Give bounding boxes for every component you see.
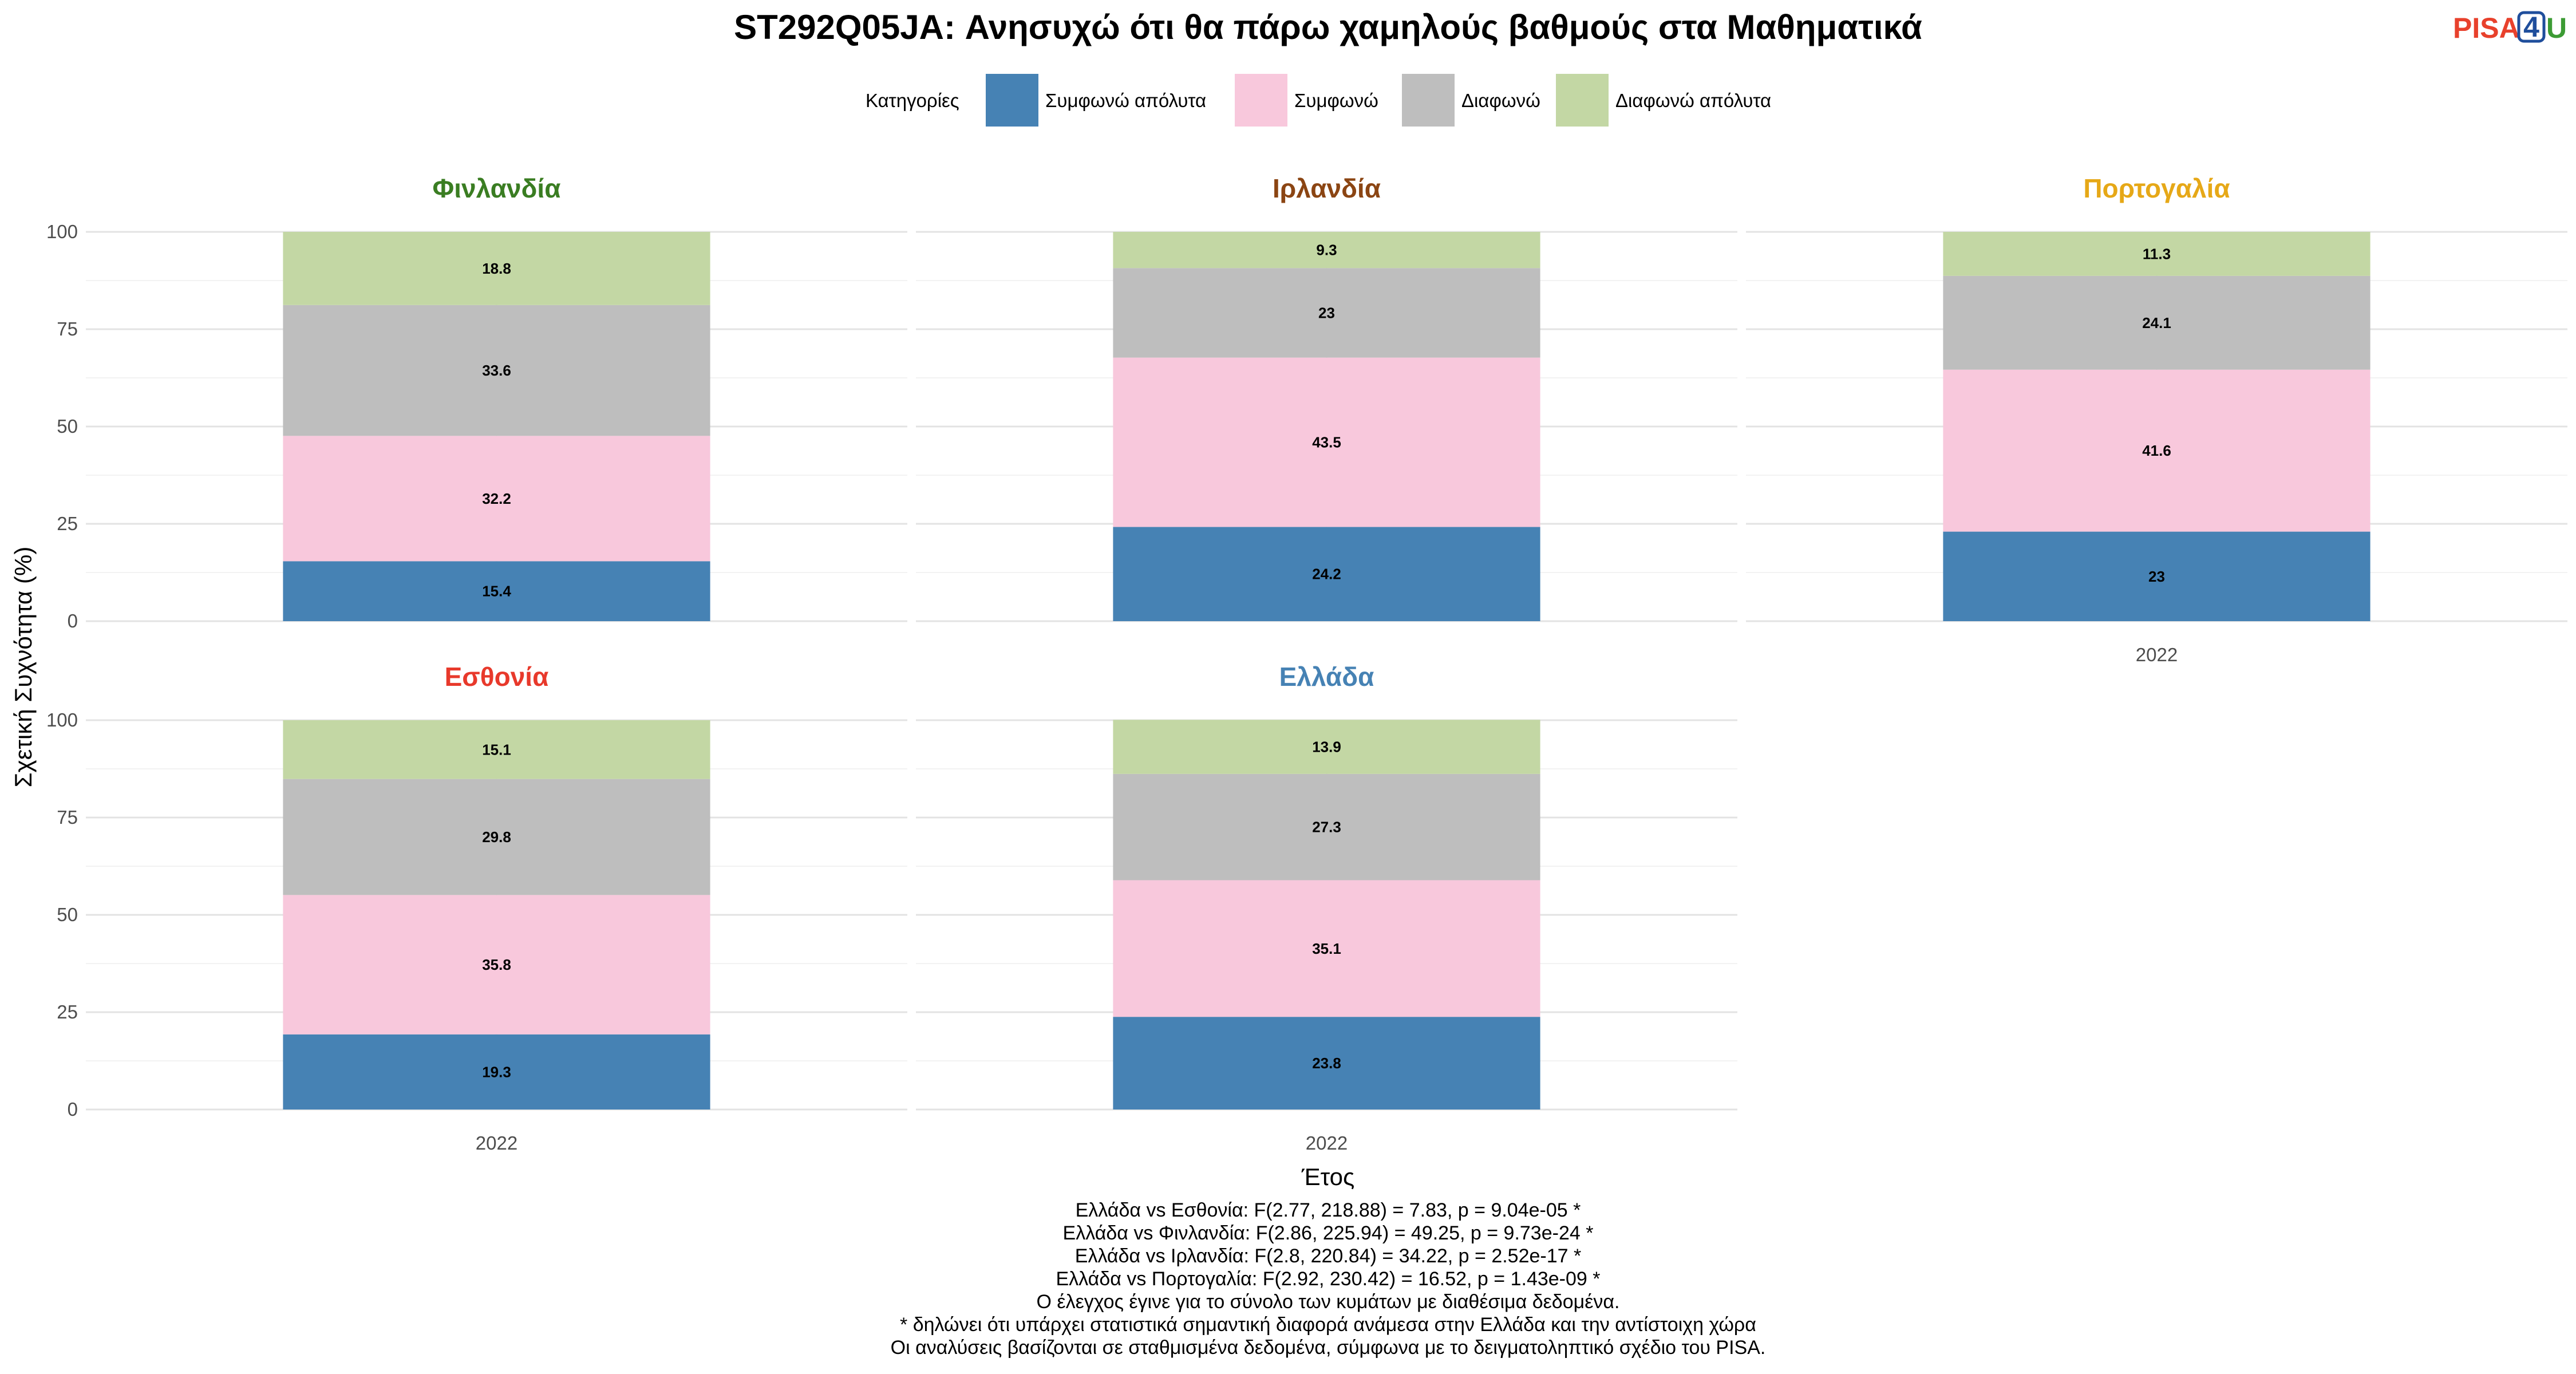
footnote-line: * δηλώνει ότι υπάρχει στατιστικά σημαντι… — [900, 1314, 1756, 1336]
footnotes: Ελλάδα vs Εσθονία: F(2.77, 218.88) = 7.8… — [891, 1199, 1766, 1359]
y-tick-label: 25 — [57, 513, 78, 534]
footnote-line: Ο έλεγχος έγινε για το σύνολο των κυμάτω… — [1037, 1291, 1620, 1313]
legend-title: Κατηγορίες — [866, 90, 959, 111]
legend-swatch-1 — [1235, 74, 1287, 127]
data-label: 9.3 — [1316, 242, 1337, 259]
y-tick-label: 50 — [57, 904, 78, 925]
bar-segment-3 — [283, 232, 710, 305]
data-label: 35.8 — [482, 956, 511, 973]
bar-segment-2 — [1943, 275, 2370, 370]
legend-swatch-0 — [986, 74, 1038, 127]
data-label: 24.2 — [1312, 566, 1341, 583]
legend-label-1: Συμφωνώ — [1294, 90, 1378, 111]
legend: Κατηγορίες Συμφωνώ απόλυτα Συμφωνώ Διαφωνώ Δ… — [866, 74, 1771, 127]
legend-swatch-2 — [1402, 74, 1455, 127]
y-tick-label: 50 — [57, 416, 78, 437]
panel-title: Ελλάδα — [1279, 662, 1374, 692]
logo-text-4: 4 — [2523, 11, 2539, 43]
x-tick-label: 2022 — [1306, 1132, 1348, 1154]
panel-1: 0 25 50 75 100 Φινλανδία 15.4 32.2 33.6 18.8 — [46, 173, 907, 631]
panel-2: Ιρλανδία 24.2 43.5 23 9.3 — [916, 173, 1737, 622]
bar-segment-1 — [1943, 369, 2370, 532]
panel-title: Εσθονία — [445, 662, 549, 692]
footnote-line: Ελλάδα vs Φινλανδία: F(2.86, 225.94) = 4… — [1063, 1222, 1594, 1244]
bar-segment-3 — [1113, 232, 1540, 269]
legend-label-2: Διαφωνώ — [1461, 90, 1540, 111]
data-label: 19.3 — [482, 1063, 511, 1080]
data-label: 11.3 — [2143, 245, 2171, 262]
data-label: 23 — [2148, 568, 2165, 585]
y-tick-label: 100 — [46, 221, 78, 242]
chart-panels: 0 25 50 75 100 Φινλανδία 15.4 32.2 33.6 18.8 Ιρλαν… — [46, 173, 2567, 1154]
y-tick-label: 0 — [68, 1099, 78, 1120]
bar-segment-1 — [1113, 880, 1540, 1017]
bar-segment-3 — [283, 720, 710, 779]
data-label: 33.6 — [482, 362, 511, 379]
legend-label-3: Διαφωνώ απόλυτα — [1615, 90, 1771, 111]
data-label: 23 — [1318, 304, 1335, 321]
bar-segment-1 — [1113, 357, 1540, 527]
svg-text:U: U — [2546, 12, 2567, 44]
legend-swatch-3 — [1556, 74, 1609, 127]
bar-segment-1 — [283, 436, 710, 562]
x-tick-label: 2022 — [2136, 644, 2178, 665]
logo-box — [2517, 11, 2546, 43]
bar-segment-2 — [283, 779, 710, 895]
panel-title: Πορτογαλία — [2083, 173, 2230, 203]
data-label: 29.8 — [482, 828, 511, 846]
y-axis-title: Σχετική Συχνότητα (%) — [10, 547, 37, 788]
logo-text-pisa: PISA — [2453, 12, 2520, 44]
bar-segment-0 — [1113, 527, 1540, 621]
data-label: 15.1 — [482, 741, 511, 758]
panel-4: 0 25 50 75 100 Εσθονία 19.3 35.8 29.8 15.1 2022 — [46, 662, 907, 1154]
panel-title: Φινλανδία — [433, 173, 561, 203]
chart-title: ST292Q05JA: Ανησυχώ ότι θα πάρω χαμηλούς… — [734, 8, 1922, 46]
pisa4u-logo: PISA 4 U — [2453, 11, 2567, 44]
y-tick-label: 75 — [57, 318, 78, 339]
bar-segment-2 — [283, 305, 710, 436]
y-tick-label: 75 — [57, 807, 78, 828]
x-tick-label: 2022 — [476, 1132, 517, 1154]
data-label: 15.4 — [482, 583, 511, 600]
panel-title: Ιρλανδία — [1273, 173, 1381, 203]
bar-segment-2 — [1113, 773, 1540, 881]
bar-segment-0 — [283, 561, 710, 621]
y-tick-label: 100 — [46, 709, 78, 731]
panel-3: Πορτογαλία 23 41.6 24.1 11.3 2022 — [1746, 173, 2567, 665]
data-label: 32.2 — [482, 490, 511, 507]
data-label: 35.1 — [1312, 940, 1341, 957]
data-label: 27.3 — [1312, 819, 1341, 836]
data-label: 43.5 — [1312, 434, 1341, 451]
y-tick-label: 0 — [68, 610, 78, 631]
data-label: 18.8 — [482, 260, 511, 277]
bar-segment-1 — [283, 895, 710, 1035]
footnote-line: Οι αναλύσεις βασίζονται σε σταθμισμένα δ… — [891, 1337, 1766, 1359]
footnote-line: Ελλάδα vs Ιρλανδία: F(2.8, 220.84) = 34.… — [1075, 1245, 1581, 1267]
bar-segment-2 — [1113, 268, 1540, 358]
data-label: 13.9 — [1312, 739, 1341, 756]
footnote-line: Ελλάδα vs Εσθονία: F(2.77, 218.88) = 7.8… — [1076, 1199, 1581, 1221]
data-label: 23.8 — [1312, 1055, 1341, 1072]
x-axis-title: Έτος — [1301, 1163, 1355, 1190]
bar-segment-3 — [1943, 232, 2370, 276]
bar-segment-0 — [1943, 531, 2370, 621]
bar-segment-0 — [283, 1034, 710, 1110]
svg-text:PISA: PISA — [2453, 12, 2520, 44]
y-tick-label: 25 — [57, 1001, 78, 1022]
bar-segment-0 — [1113, 1017, 1540, 1110]
data-label: 24.1 — [2142, 314, 2171, 331]
bar-segment-3 — [1113, 720, 1540, 774]
footnote-line: Ελλάδα vs Πορτογαλία: F(2.92, 230.42) = … — [1056, 1268, 1601, 1290]
svg-text:4: 4 — [2523, 11, 2539, 43]
legend-label-0: Συμφωνώ απόλυτα — [1045, 90, 1206, 111]
panel-5: Ελλάδα 23.8 35.1 27.3 13.9 2022 — [916, 662, 1737, 1154]
data-label: 41.6 — [2142, 442, 2171, 459]
logo-text-u: U — [2546, 12, 2567, 44]
